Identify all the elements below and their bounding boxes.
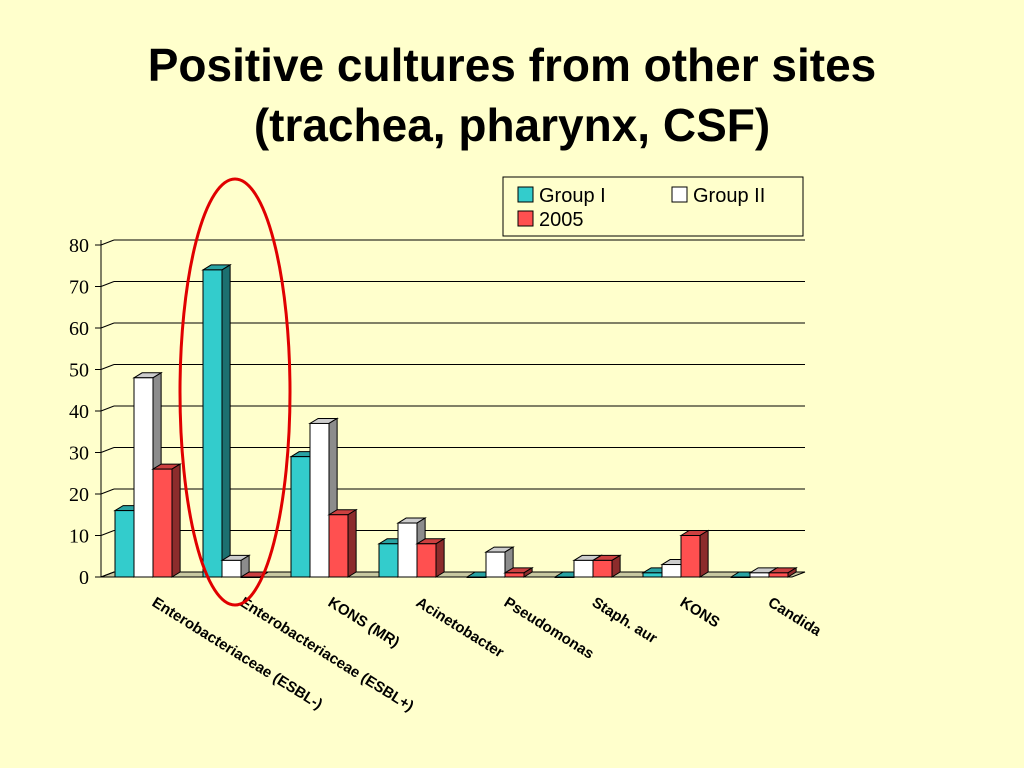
bar-front (397, 522, 418, 578)
bar-front (485, 551, 506, 578)
y-tick-label: 80 (69, 235, 89, 257)
y-tick-label: 10 (69, 526, 89, 548)
bar-front (749, 572, 770, 578)
gridline-depth (100, 405, 115, 412)
y-tick-label: 0 (79, 567, 89, 589)
bar-front (240, 576, 261, 578)
bar-front (504, 572, 525, 578)
y-tick-label: 60 (69, 318, 89, 340)
legend-swatch (671, 186, 688, 203)
gridline-depth (100, 364, 115, 370)
legend-label: Group I (539, 185, 606, 207)
bar-front (416, 543, 437, 578)
bar (503, 566, 534, 578)
gridline-depth (100, 530, 115, 536)
x-tick-label: Pseudomonas (501, 594, 597, 663)
gridline-depth (100, 571, 115, 578)
bar (415, 537, 446, 578)
bar-front (554, 576, 575, 578)
legend-swatch (517, 210, 534, 227)
bar-front (152, 468, 173, 578)
bar-front (768, 572, 789, 578)
bar (151, 463, 182, 578)
x-tick-label: Enterobacteriaceae (ESBL+) (237, 594, 417, 715)
legend-box (502, 176, 804, 237)
bar-front (309, 422, 330, 578)
title-line-2: (trachea, pharynx, CSF) (253, 99, 771, 151)
x-tick-label: KONS (677, 594, 723, 631)
gridline-depth (100, 322, 115, 329)
bar-front (466, 576, 487, 578)
bar (327, 508, 358, 578)
bar-front (328, 514, 349, 578)
bar-front (680, 535, 701, 578)
x-tick-label: Enterobacteriaceae (ESBL-) (149, 594, 326, 713)
y-tick-label: 50 (69, 360, 89, 382)
gridline-depth (100, 488, 115, 495)
bar (220, 554, 251, 578)
bar-front (642, 572, 663, 578)
bar (767, 566, 798, 578)
y-tick-label: 30 (69, 443, 89, 465)
y-tick-label: 40 (69, 401, 89, 423)
bar-front (202, 269, 223, 578)
x-tick-label: KONS (MR) (325, 594, 403, 651)
bar-front (573, 559, 594, 578)
bar (484, 546, 515, 578)
bar-side (221, 264, 231, 578)
legend-label: Group II (693, 185, 765, 207)
bar-side (171, 463, 181, 578)
legend-swatch (517, 186, 534, 203)
x-tick-label: Staph. aur (589, 594, 660, 647)
y-tick-label: 20 (69, 484, 89, 506)
bar-side (347, 508, 357, 578)
bar-front (378, 543, 399, 578)
gridline-depth (100, 281, 115, 287)
bar (591, 554, 622, 578)
gridline-depth (100, 447, 115, 453)
bar (201, 264, 232, 578)
y-tick-label: 70 (69, 277, 89, 299)
bar-front (661, 564, 682, 578)
x-tick-label: Acinetobacter (413, 594, 507, 662)
bar-front (114, 510, 135, 578)
highlight-ellipse (178, 177, 292, 607)
bar-front (290, 456, 311, 578)
bar-side (699, 529, 709, 578)
bar (679, 529, 710, 578)
bar-side (435, 537, 445, 578)
legend-label: 2005 (539, 209, 584, 231)
title-line-1: Positive cultures from other sites (147, 39, 877, 91)
bar-front (221, 559, 242, 578)
x-tick-label: Candida (765, 594, 825, 640)
gridline-depth (100, 239, 115, 246)
bar-front (730, 576, 751, 578)
bar-front (133, 377, 154, 578)
bar-front (592, 559, 613, 578)
